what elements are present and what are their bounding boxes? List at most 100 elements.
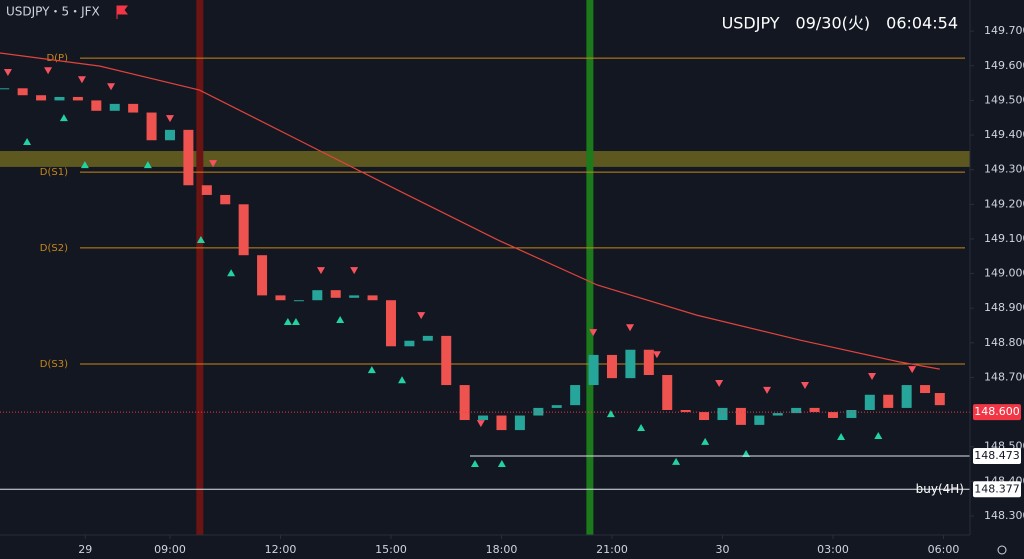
x-tick-label: 06:00 bbox=[928, 543, 960, 556]
candle bbox=[478, 415, 489, 421]
candle bbox=[367, 295, 378, 301]
moving-average bbox=[0, 52, 940, 370]
y-tick-label: 149.500 bbox=[984, 93, 1024, 106]
candle bbox=[827, 412, 838, 418]
buy-signal bbox=[398, 376, 407, 384]
buy-signal bbox=[23, 137, 32, 145]
last-price-label: 148.600 bbox=[974, 405, 1020, 418]
plot-area: D(P) D(S1) D(S2) D(S3) bbox=[0, 0, 970, 535]
last-price-box bbox=[973, 404, 1021, 421]
candle bbox=[349, 295, 360, 298]
candle bbox=[422, 335, 433, 341]
x-tick-label: 21:00 bbox=[596, 543, 628, 556]
candle bbox=[883, 394, 894, 408]
buy-signal bbox=[80, 161, 89, 169]
y-tick-label: 149.300 bbox=[984, 163, 1024, 176]
candle bbox=[643, 349, 654, 376]
candle bbox=[146, 112, 157, 141]
candle bbox=[36, 95, 47, 101]
price-box-label: 148.377 bbox=[974, 482, 1020, 495]
candle bbox=[514, 415, 525, 431]
candle bbox=[772, 413, 783, 416]
sell-signal bbox=[715, 379, 724, 387]
candle bbox=[699, 412, 710, 421]
sell-signal bbox=[209, 160, 218, 168]
sell-signal bbox=[908, 366, 917, 374]
pivot-label: D(S1) bbox=[40, 167, 68, 178]
y-tick-label: 149.200 bbox=[984, 197, 1024, 210]
candle bbox=[0, 88, 10, 90]
sell-signal bbox=[626, 324, 635, 332]
sell-signal bbox=[800, 382, 809, 390]
x-tick-label: 15:00 bbox=[375, 543, 407, 556]
clock: USDJPY 09/30(火) 06:04:54 bbox=[722, 14, 958, 33]
candle bbox=[183, 129, 194, 186]
candle bbox=[846, 409, 857, 418]
y-tick-label: 149.600 bbox=[984, 59, 1024, 72]
x-tick-label: 09:00 bbox=[154, 543, 186, 556]
candle bbox=[662, 375, 673, 410]
candle bbox=[680, 409, 691, 413]
settings-icon[interactable] bbox=[997, 545, 1007, 555]
pivot-label: D(P) bbox=[46, 53, 68, 64]
y-tick-label: 148.700 bbox=[984, 370, 1024, 383]
buy-signal bbox=[742, 449, 751, 457]
candle bbox=[754, 415, 765, 425]
candle bbox=[72, 96, 83, 101]
candle bbox=[441, 335, 452, 386]
candle bbox=[385, 300, 396, 347]
candle bbox=[201, 185, 212, 195]
buy-signal bbox=[837, 433, 846, 441]
candle bbox=[920, 385, 931, 394]
y-tick-label: 148.900 bbox=[984, 301, 1024, 314]
candle bbox=[238, 204, 249, 256]
sell-signal bbox=[652, 351, 661, 359]
candle bbox=[91, 100, 102, 111]
x-tick-label: 30 bbox=[715, 543, 729, 556]
sell-signal bbox=[317, 267, 326, 275]
flag-icon[interactable] bbox=[116, 5, 128, 19]
x-tick-label: 18:00 bbox=[486, 543, 518, 556]
candle bbox=[570, 385, 581, 406]
buy-signal bbox=[874, 431, 883, 439]
candle bbox=[588, 354, 599, 386]
candle bbox=[164, 129, 175, 141]
sell-signal bbox=[44, 67, 53, 75]
y-tick-label: 148.800 bbox=[984, 336, 1024, 349]
price-box bbox=[973, 481, 1021, 498]
pivot-label: D(S2) bbox=[40, 243, 68, 254]
sell-signal bbox=[589, 329, 598, 337]
y-tick-label: 148.300 bbox=[984, 509, 1024, 522]
x-tick-label: 29 bbox=[78, 543, 92, 556]
support-zone bbox=[0, 150, 970, 167]
buy-signal bbox=[59, 114, 68, 122]
price-box bbox=[973, 448, 1021, 465]
buy-signal bbox=[470, 460, 479, 468]
session-band bbox=[196, 0, 204, 535]
buy-signal bbox=[336, 315, 345, 323]
candle bbox=[533, 407, 544, 416]
candle bbox=[551, 405, 562, 408]
price-line-name: buy(4H) bbox=[916, 482, 964, 496]
price-box-label: 148.473 bbox=[974, 449, 1020, 462]
candle bbox=[864, 394, 875, 410]
y-tick-label: 149.400 bbox=[984, 128, 1024, 141]
pivot-label: D(S3) bbox=[40, 359, 68, 370]
buy-signal bbox=[701, 437, 710, 445]
sell-signal bbox=[107, 83, 116, 91]
buy-signal bbox=[196, 235, 205, 243]
candle bbox=[128, 103, 139, 113]
candle bbox=[220, 194, 231, 205]
sell-signal bbox=[476, 420, 485, 428]
candle bbox=[606, 354, 617, 379]
candle bbox=[934, 393, 945, 406]
candle bbox=[625, 349, 636, 379]
candle bbox=[496, 415, 507, 431]
buy-signal bbox=[637, 424, 646, 431]
session-band bbox=[586, 0, 594, 535]
candle bbox=[901, 385, 912, 408]
symbol-label: USDJPY・5・JFX bbox=[6, 5, 100, 19]
candle bbox=[717, 407, 728, 421]
